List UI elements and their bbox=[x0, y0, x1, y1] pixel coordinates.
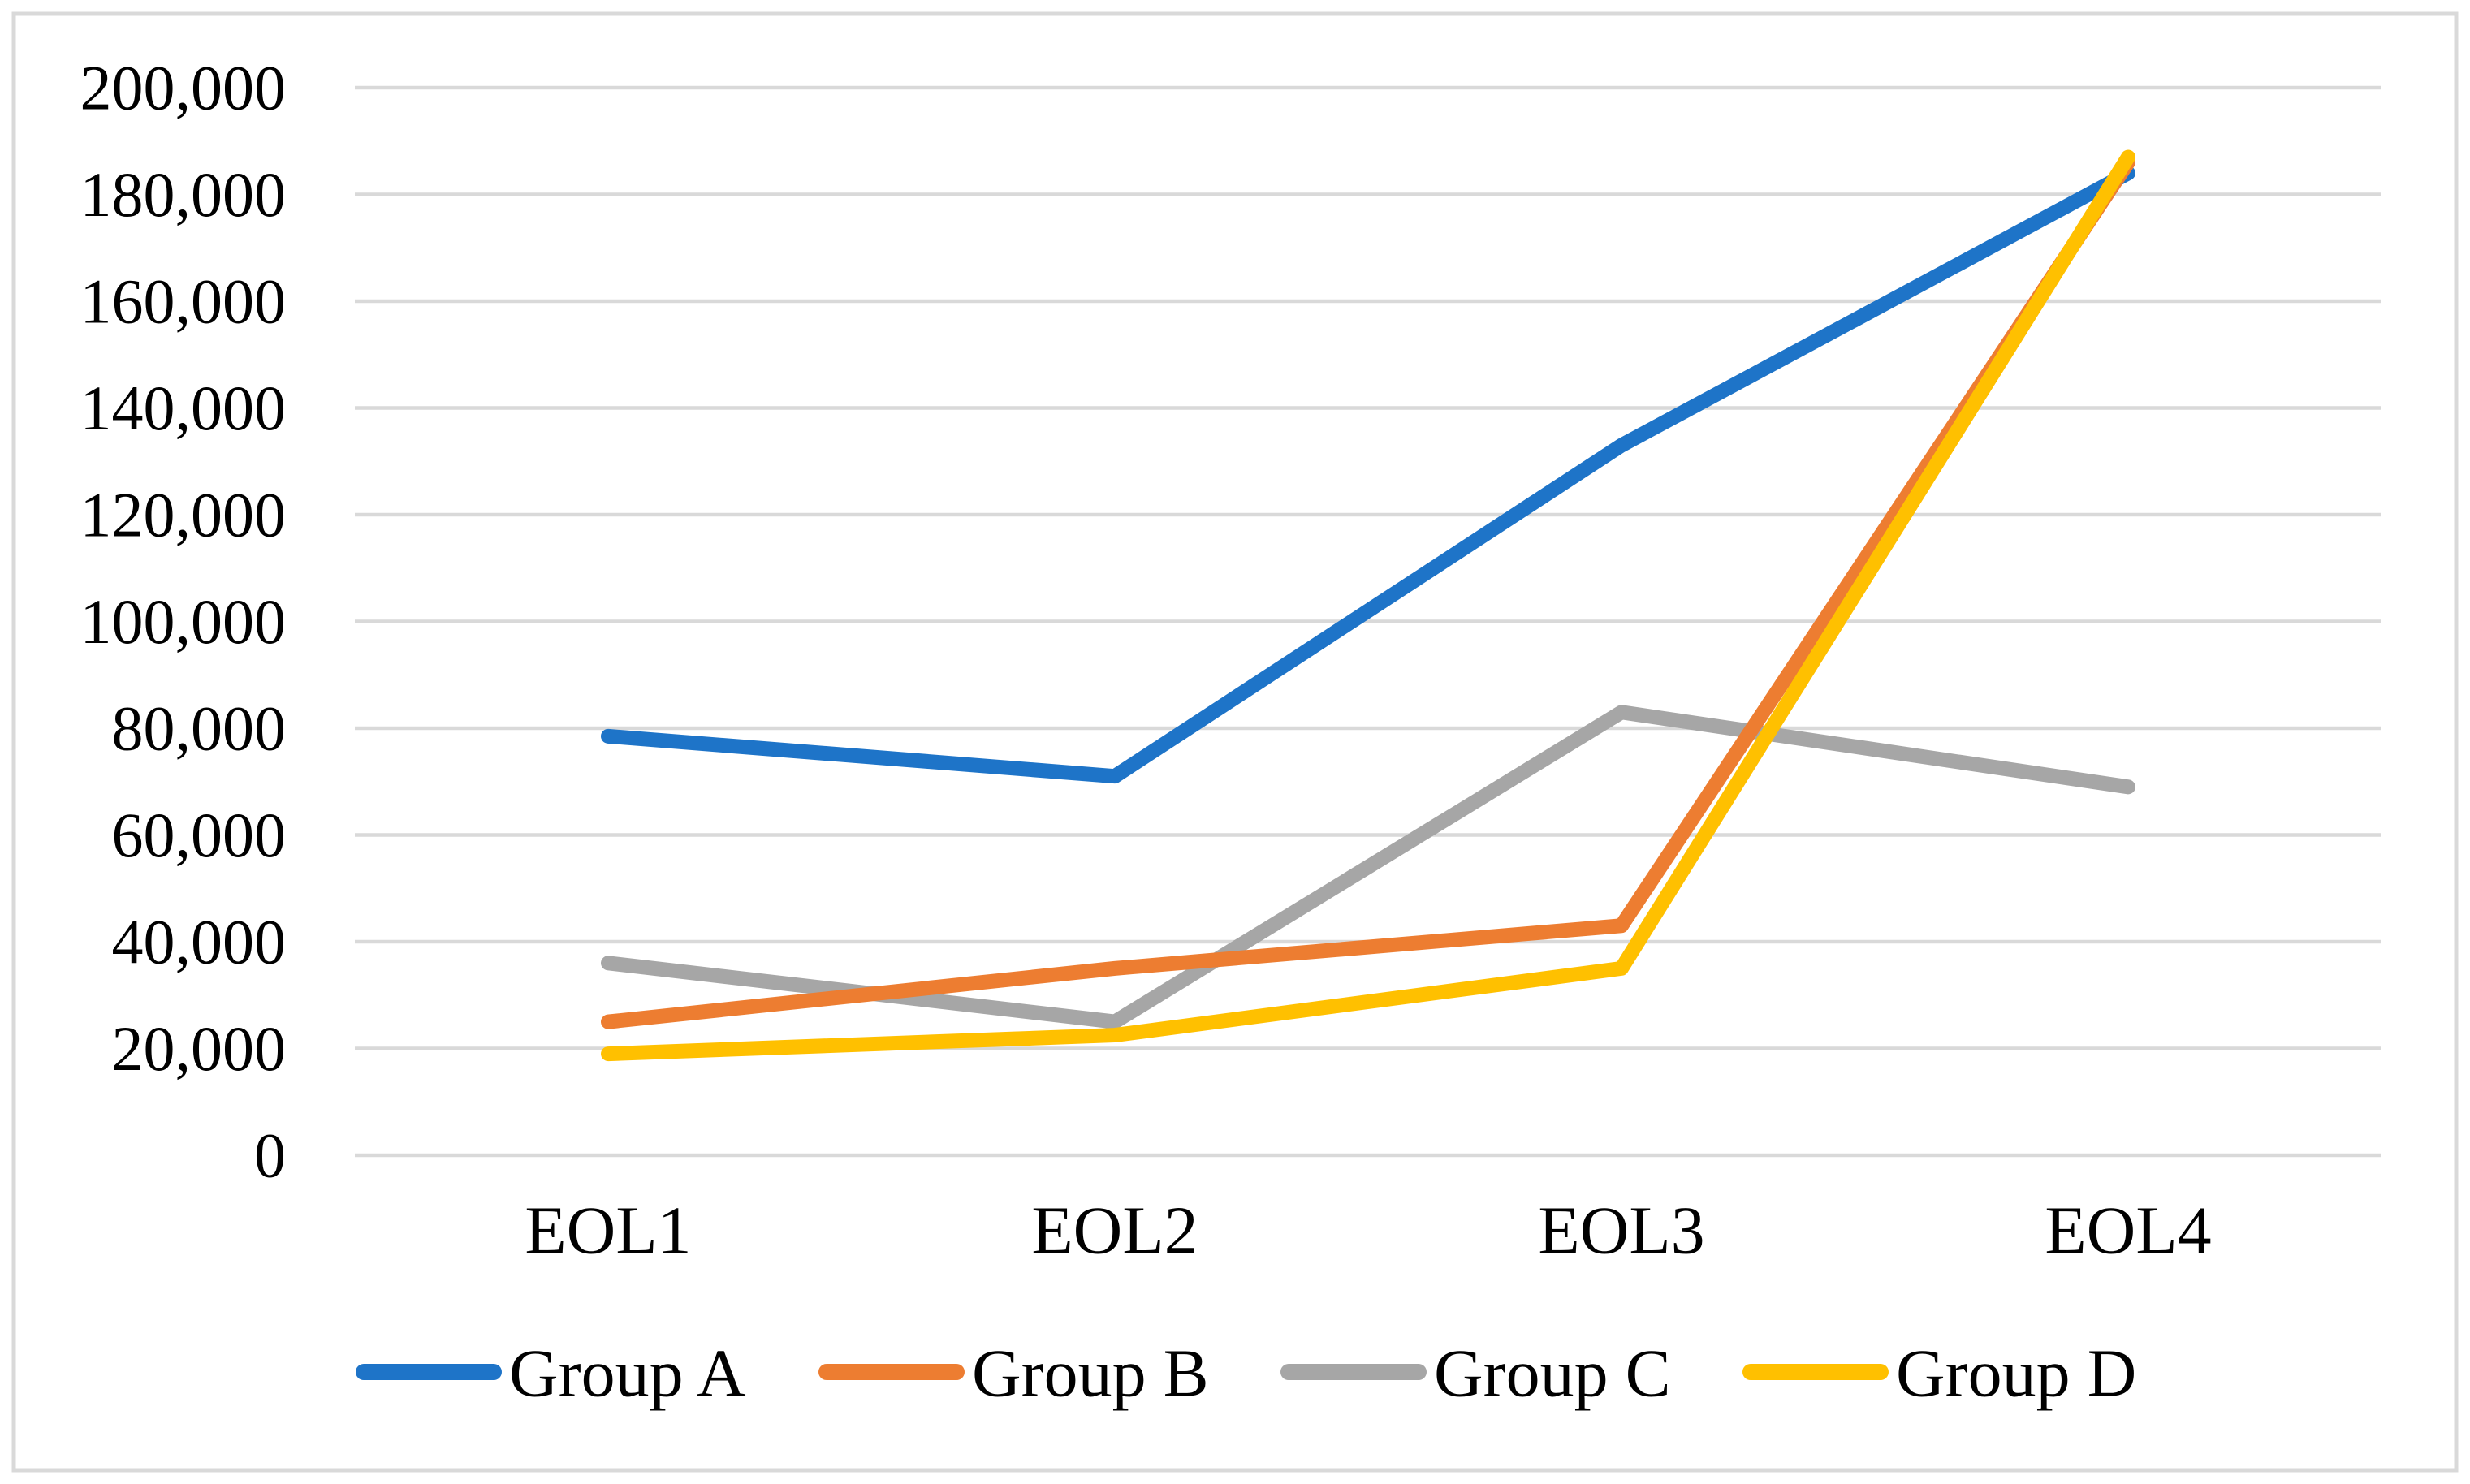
legend-swatch-group-b bbox=[818, 1364, 965, 1380]
y-axis-tick-label: 200,000 bbox=[80, 53, 287, 123]
y-axis-tick-label: 160,000 bbox=[80, 266, 287, 337]
y-axis-tick-label: 180,000 bbox=[80, 159, 287, 230]
series-line-group-b bbox=[601, 155, 2135, 1029]
x-axis-category-label-eol1: EOL1 bbox=[525, 1193, 691, 1269]
legend-label-group-d: Group D bbox=[1896, 1336, 2136, 1412]
series-line-group-d bbox=[601, 149, 2135, 1062]
x-axis-category-label-eol4: EOL4 bbox=[2045, 1193, 2211, 1269]
y-axis-tick-label: 140,000 bbox=[80, 373, 287, 443]
chart-canvas-border bbox=[11, 11, 2459, 1473]
y-axis-tick-label: 0 bbox=[254, 1120, 286, 1191]
series-line-group-a bbox=[601, 166, 2135, 784]
legend-swatch-group-d bbox=[1742, 1364, 1889, 1380]
legend-swatch-group-c bbox=[1280, 1364, 1427, 1380]
x-axis-category-label-eol2: EOL2 bbox=[1031, 1193, 1198, 1269]
legend-label-group-b: Group B bbox=[972, 1336, 1209, 1412]
y-axis-tick-label: 40,000 bbox=[112, 907, 287, 977]
legend-label-group-c: Group C bbox=[1434, 1336, 1671, 1412]
y-axis-tick-label: 20,000 bbox=[112, 1013, 287, 1084]
y-axis-tick-label: 100,000 bbox=[80, 586, 287, 657]
y-axis-tick-label: 60,000 bbox=[112, 800, 287, 870]
legend-label-group-a: Group A bbox=[509, 1336, 746, 1412]
legend-swatch-group-a bbox=[356, 1364, 502, 1380]
x-axis-category-label-eol3: EOL3 bbox=[1538, 1193, 1704, 1269]
y-axis-tick-label: 80,000 bbox=[112, 693, 287, 764]
y-axis-tick-label: 120,000 bbox=[80, 480, 287, 550]
